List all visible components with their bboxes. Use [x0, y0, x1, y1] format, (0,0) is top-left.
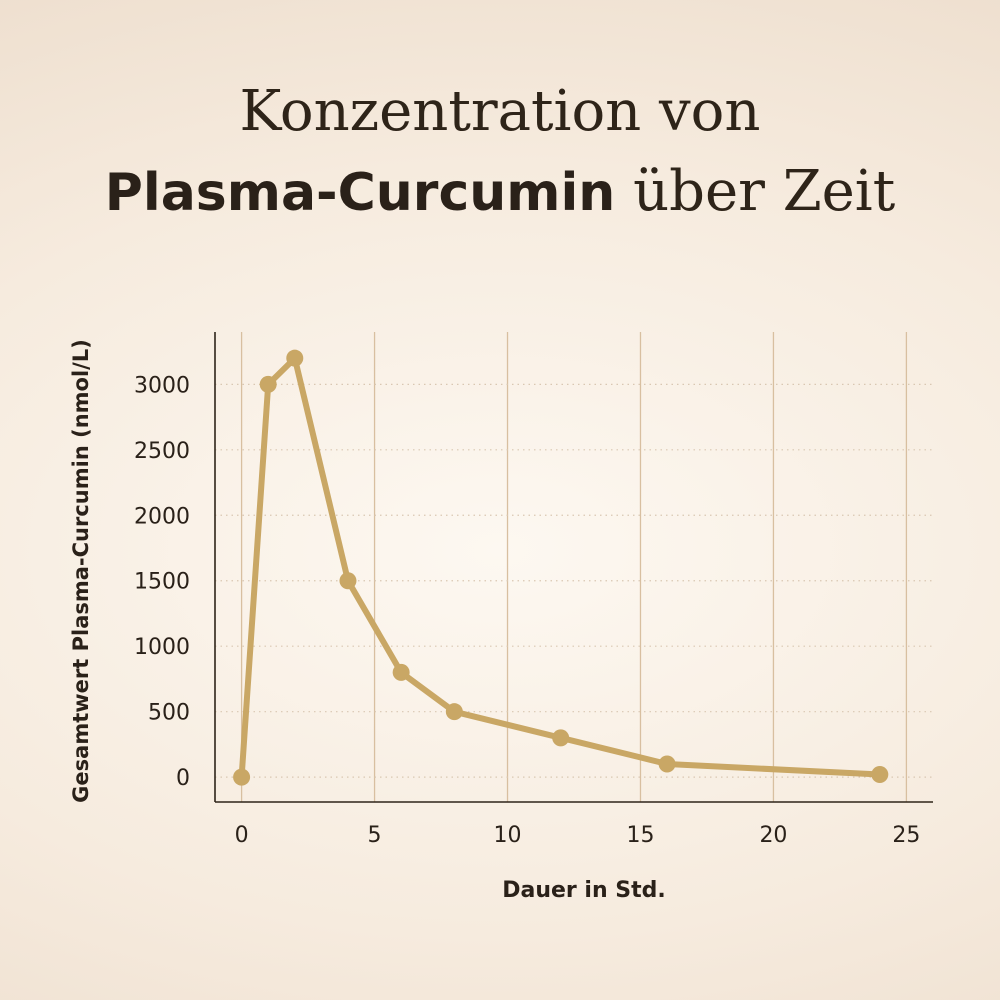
data-point	[286, 349, 304, 367]
chart-title: Konzentration von Plasma-Curcumin über Z…	[0, 72, 1000, 233]
y-tick-label: 500	[148, 701, 190, 726]
chart-title-rest: über Zeit	[615, 159, 896, 224]
series-layer	[233, 349, 889, 786]
chart-title-line2: Plasma-Curcumin über Zeit	[0, 152, 1000, 233]
x-tick-label: 25	[892, 823, 920, 848]
x-tick-label: 10	[494, 823, 522, 848]
data-point	[658, 755, 676, 773]
series-line	[238, 355, 883, 781]
x-tick-label: 5	[368, 823, 382, 848]
y-tick-label: 0	[176, 766, 190, 791]
data-point	[552, 729, 570, 747]
x-tick-label: 15	[626, 823, 654, 848]
data-point	[445, 703, 463, 721]
data-point	[339, 572, 357, 590]
y-tick-label: 1500	[134, 570, 190, 595]
data-point	[392, 663, 410, 681]
chart-title-line1: Konzentration von	[239, 79, 761, 144]
axis-layer	[214, 332, 933, 803]
y-axis-label: Gesamtwert Plasma-Curcumin (nmol/L)	[69, 339, 93, 803]
y-tick-label: 2000	[134, 504, 190, 529]
data-point	[233, 768, 251, 786]
label-layer: 0 5 10 15 20 25 0 500 1000 1500 2000 2500 3000 Dauer …	[69, 339, 920, 903]
chart-title-bold: Plasma-Curcumin	[104, 163, 616, 223]
data-point	[259, 375, 277, 393]
data-point	[871, 766, 889, 784]
y-tick-label: 2500	[134, 439, 190, 464]
grid-layer	[215, 332, 933, 802]
x-axis-label: Dauer in Std.	[502, 878, 666, 903]
x-tick-label: 20	[759, 823, 787, 848]
x-tick-label: 0	[235, 823, 249, 848]
y-tick-label: 3000	[134, 373, 190, 398]
y-tick-label: 1000	[134, 635, 190, 660]
